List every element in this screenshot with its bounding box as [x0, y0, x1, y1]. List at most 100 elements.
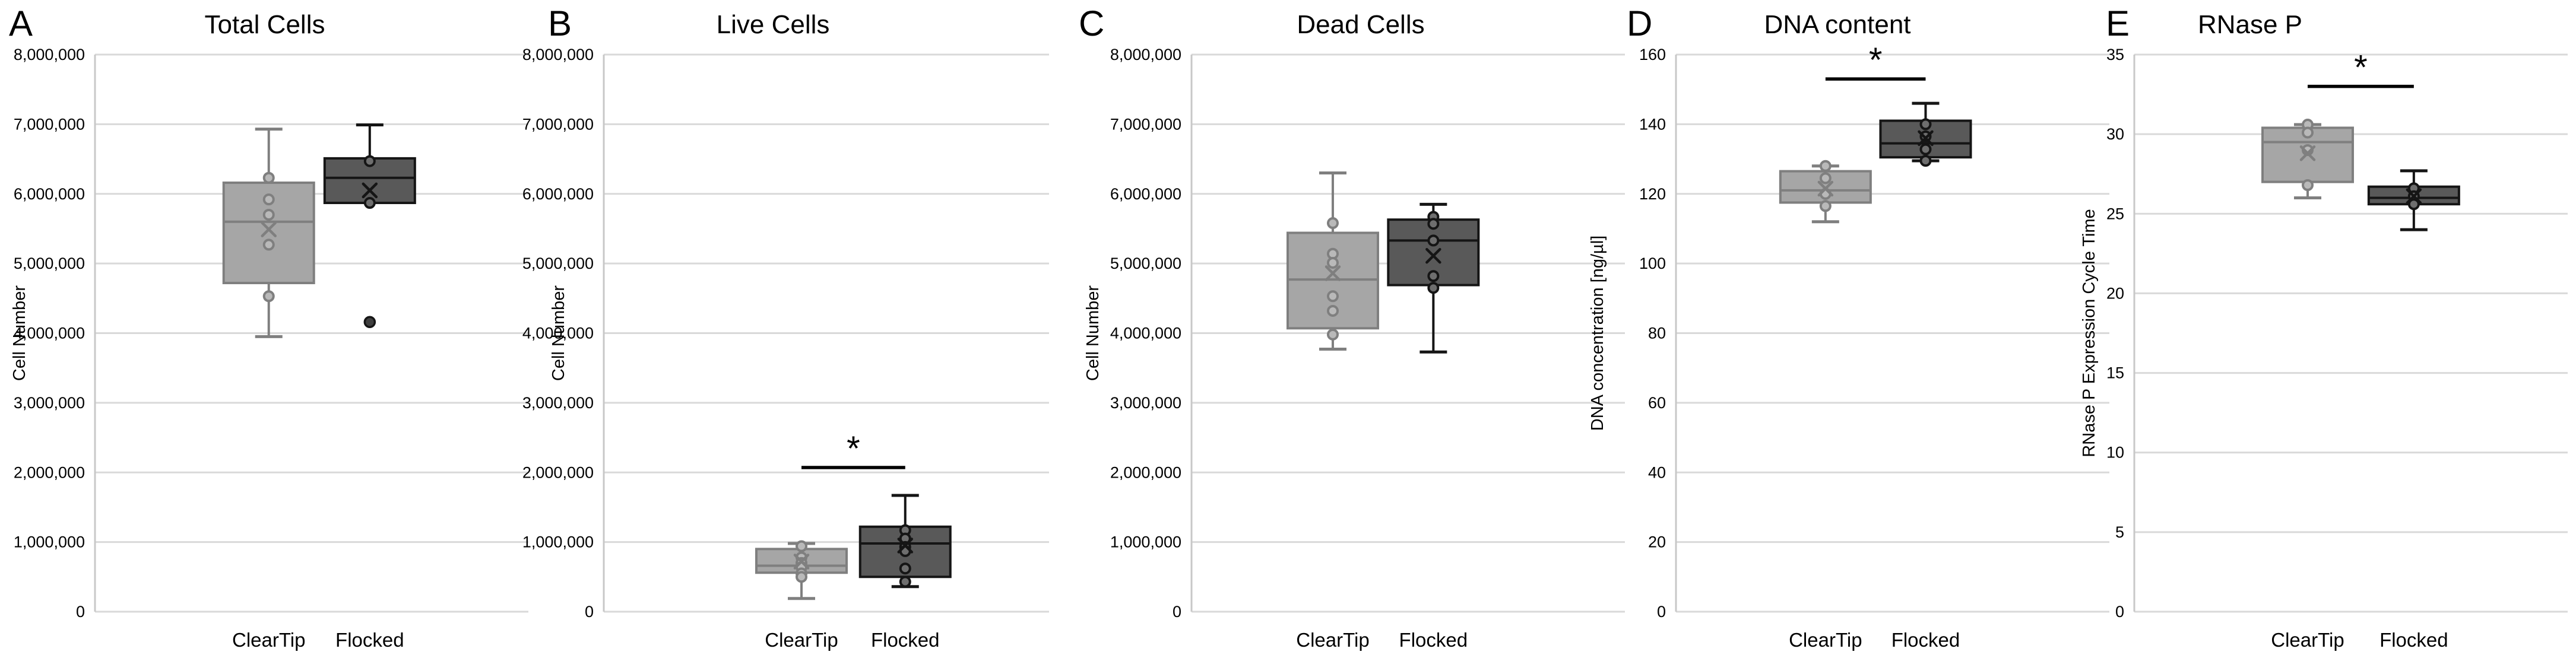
category-label: Flocked	[335, 629, 404, 651]
category-label: ClearTip	[2271, 629, 2344, 651]
y-tick-label: 2,000,000	[1110, 463, 1181, 481]
data-point	[1919, 118, 1932, 131]
category-label: Flocked	[871, 629, 940, 651]
y-tick-label: 35	[2106, 46, 2124, 63]
data-point	[796, 571, 807, 583]
y-tick-label: 100	[1639, 255, 1666, 272]
y-tick-label: 4,000,000	[14, 325, 85, 342]
data-point	[796, 540, 807, 552]
y-tick-label: 25	[2106, 205, 2124, 222]
y-tick-label: 8,000,000	[1110, 46, 1181, 63]
data-point	[899, 575, 911, 588]
data-point	[1427, 282, 1440, 294]
y-tick-label: 20	[1648, 533, 1666, 551]
boxplot-flocked	[323, 123, 416, 328]
y-tick-label: 4,000,000	[522, 325, 594, 342]
y-tick-label: 0	[1657, 603, 1666, 621]
y-tick-label: 3,000,000	[522, 394, 594, 412]
mean-x-marker	[362, 182, 378, 199]
mean-x-marker	[793, 554, 810, 570]
data-point	[1427, 270, 1440, 282]
data-point	[1819, 160, 1832, 172]
y-tick-label: 2,000,000	[522, 463, 594, 481]
data-point	[2302, 126, 2314, 139]
y-tick-label: 0	[585, 603, 594, 621]
panel-C: 0 1,000,000 2,000,000 3,000,000 4,000,000 5,0…	[1079, 4, 1625, 651]
significance-star: *	[2354, 49, 2368, 87]
mean-x-marker	[261, 221, 277, 237]
y-tick-label: 2,000,000	[14, 463, 85, 481]
mean-x-marker	[1918, 130, 1934, 147]
mean-x-marker	[2406, 188, 2422, 205]
y-axis-title: Cell Number	[549, 285, 568, 381]
boxplot-flocked	[2367, 169, 2460, 231]
data-point	[1326, 256, 1339, 269]
y-axis-title: Cell Number	[1083, 285, 1102, 381]
y-tick-label: 120	[1639, 185, 1666, 203]
significance-star: *	[847, 430, 860, 468]
y-axis-title: Cell Number	[10, 285, 29, 381]
y-axis-title: DNA concentration [ng/µl]	[1588, 236, 1607, 431]
y-tick-label: 7,000,000	[522, 115, 594, 133]
panel-title: Dead Cells	[1297, 10, 1424, 39]
y-tick-label: 60	[1648, 394, 1666, 412]
data-point	[1326, 304, 1339, 317]
category-label: ClearTip	[765, 629, 838, 651]
boxplot-cleartip	[1286, 171, 1379, 351]
category-label: ClearTip	[232, 629, 305, 651]
panel-letter: A	[9, 4, 33, 43]
data-point	[1427, 218, 1440, 230]
y-tick-label: 160	[1639, 46, 1666, 63]
category-label: Flocked	[1399, 629, 1468, 651]
mean-x-marker	[897, 538, 913, 554]
y-tick-label: 0	[1173, 603, 1181, 621]
y-tick-label: 15	[2106, 364, 2124, 382]
boxplot-cleartip	[2261, 119, 2354, 199]
y-tick-label: 0	[76, 603, 85, 621]
y-tick-label: 1,000,000	[1110, 533, 1181, 551]
mean-x-marker	[1425, 247, 1441, 264]
data-point	[2302, 179, 2314, 191]
y-tick-label: 140	[1639, 115, 1666, 133]
data-point	[262, 290, 275, 303]
y-tick-label: 5	[2115, 523, 2124, 541]
panel-title: DNA content	[1764, 10, 1910, 39]
panel-title: RNase P	[2198, 10, 2302, 39]
y-tick-label: 7,000,000	[14, 115, 85, 133]
data-point	[363, 197, 376, 209]
y-tick-label: 40	[1648, 463, 1666, 481]
panel-D: 0 20 40 60 80 100 120 140 160 D DNA content DNA con…	[1588, 4, 2109, 651]
panel-title: Live Cells	[717, 10, 830, 39]
data-point	[899, 562, 911, 575]
y-tick-label: 80	[1648, 325, 1666, 342]
panel-letter: B	[548, 4, 572, 43]
data-point	[1819, 200, 1832, 212]
y-tick-label: 3,000,000	[1110, 394, 1181, 412]
data-point	[262, 208, 275, 221]
data-point	[262, 193, 275, 206]
y-tick-label: 8,000,000	[522, 46, 594, 63]
y-tick-label: 30	[2106, 125, 2124, 143]
panel-A: 0 1,000,000 2,000,000 3,000,000 4,000,000 5,0…	[9, 4, 528, 651]
boxplot-flocked	[1387, 202, 1480, 354]
mean-x-marker	[1325, 265, 1341, 281]
y-tick-label: 1,000,000	[14, 533, 85, 551]
panel-title: Total Cells	[205, 10, 325, 39]
data-point	[1326, 290, 1339, 303]
outlier-point	[363, 316, 376, 328]
data-point	[1326, 217, 1339, 230]
panel-E: 0 5 10 15 20 25 30 35 E RNase P RNase P Expression…	[2080, 4, 2568, 651]
panel-letter: C	[1079, 4, 1104, 43]
panel-letter: E	[2106, 4, 2130, 43]
y-tick-label: 6,000,000	[14, 185, 85, 203]
data-point	[1819, 172, 1832, 185]
data-point	[2407, 198, 2420, 211]
y-tick-label: 10	[2106, 444, 2124, 462]
y-tick-label: 1,000,000	[522, 533, 594, 551]
y-tick-label: 3,000,000	[14, 394, 85, 412]
category-label: Flocked	[1891, 629, 1960, 651]
data-point	[262, 239, 275, 251]
boxplot-cleartip	[1779, 160, 1872, 224]
